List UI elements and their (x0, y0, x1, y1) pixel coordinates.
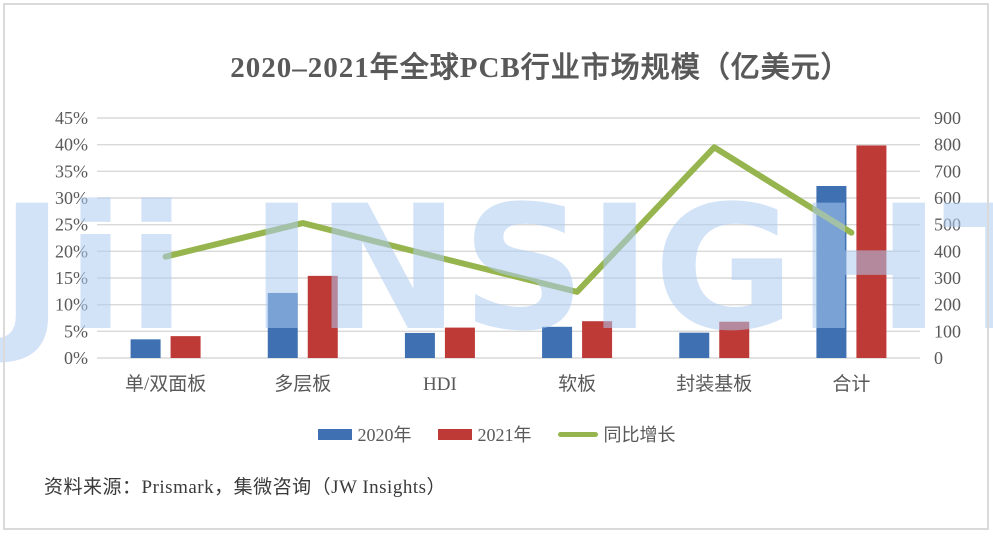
y-axis-right-tick-label: 700 (934, 161, 961, 181)
x-axis-category-label: 封装基板 (676, 373, 752, 395)
legend-label-2021: 2021年 (477, 425, 532, 445)
y-axis-left-tick-label: 45% (55, 108, 88, 128)
x-axis-category-label: HDI (423, 374, 457, 395)
legend-swatch-2021-icon (437, 428, 472, 440)
legend-label-growth: 同比增长 (603, 425, 676, 445)
legend-item-2020: 2020年 (317, 421, 412, 447)
source-note: 资料来源：Prismark，集微咨询（JW Insights） (44, 477, 447, 498)
bar-2021 (856, 145, 887, 358)
y-axis-left-tick-label: 25% (55, 215, 88, 235)
bar-2021 (719, 321, 750, 358)
yoy-growth-line (162, 144, 855, 295)
y-axis-left-tick-label: 30% (55, 188, 88, 208)
y-axis-right-tick-label: 800 (934, 135, 961, 155)
y-axis-right-tick-label: 0 (934, 348, 943, 368)
legend-swatch-growth-line-icon (557, 431, 598, 437)
x-axis-category-label: 单/双面板 (125, 373, 206, 395)
y-axis-right-tick-label: 400 (934, 241, 961, 261)
y-axis-right-tick-label: 100 (934, 321, 961, 341)
bar-2020 (542, 326, 573, 358)
y-axis-left-tick-label: 20% (55, 241, 88, 261)
y-axis-left-tick-label: 0% (64, 348, 88, 368)
bar-2020 (404, 332, 435, 358)
bar-2021 (444, 327, 475, 358)
y-axis-left-tick-label: 5% (64, 321, 88, 341)
y-axis-right-tick-label: 600 (934, 188, 961, 208)
x-axis-category-label: 多层板 (274, 373, 331, 395)
y-axis-left-tick-label: 15% (55, 268, 88, 288)
bar-2020 (267, 292, 298, 358)
y-axis-left-tick-label: 35% (55, 161, 88, 181)
x-axis-category-label: 合计 (832, 373, 870, 395)
legend-label-2020: 2020年 (357, 425, 412, 445)
bar-2020 (679, 332, 710, 358)
bar-2021 (582, 321, 613, 358)
legend-item-2021: 2021年 (437, 421, 532, 447)
y-axis-right-tick-label: 200 (934, 295, 961, 315)
legend-item-growth: 同比增长 (557, 421, 676, 447)
chart-title: 2020–2021年全球PCB行业市场规模（亿美元） (230, 52, 851, 84)
x-axis-category-label: 软板 (558, 373, 596, 395)
chart-legend: 2020年 2021年 同比增长 (0, 421, 993, 447)
y-axis-left-tick-label: 10% (55, 295, 88, 315)
y-axis-right-tick-label: 300 (934, 268, 961, 288)
y-axis-right-tick-label: 900 (934, 108, 961, 128)
bar-2021 (170, 336, 201, 358)
bar-2021 (307, 275, 338, 358)
legend-swatch-2020-icon (317, 428, 352, 440)
bar-2020 (130, 339, 161, 358)
y-axis-right-tick-label: 500 (934, 215, 961, 235)
y-axis-left-tick-label: 40% (55, 135, 88, 155)
